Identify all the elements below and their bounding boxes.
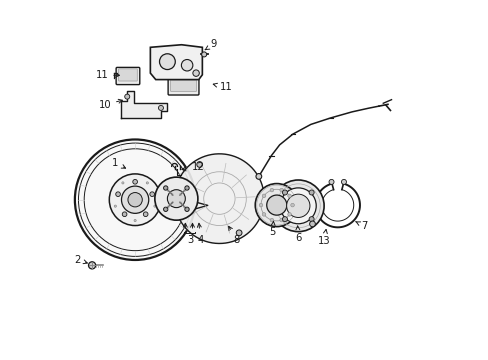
Circle shape [279, 218, 283, 222]
Circle shape [201, 52, 206, 57]
Circle shape [109, 174, 161, 226]
Circle shape [255, 174, 261, 179]
Circle shape [163, 186, 167, 190]
Circle shape [309, 221, 315, 227]
Text: 1: 1 [112, 158, 125, 168]
Circle shape [154, 205, 156, 207]
Circle shape [114, 205, 116, 207]
Circle shape [122, 212, 127, 217]
Circle shape [155, 177, 198, 220]
Circle shape [269, 218, 273, 222]
Circle shape [192, 70, 199, 76]
Polygon shape [150, 45, 202, 80]
Circle shape [262, 213, 265, 216]
Circle shape [255, 184, 298, 226]
Circle shape [282, 217, 287, 222]
Text: 3: 3 [186, 234, 193, 244]
Circle shape [308, 190, 313, 195]
Circle shape [290, 203, 294, 207]
FancyBboxPatch shape [168, 78, 199, 95]
Circle shape [146, 182, 148, 184]
Circle shape [88, 262, 96, 269]
Text: 8: 8 [228, 226, 240, 244]
Circle shape [286, 194, 309, 217]
Circle shape [149, 192, 154, 197]
Circle shape [184, 207, 189, 211]
Circle shape [269, 188, 273, 192]
Text: 12: 12 [182, 162, 204, 172]
Circle shape [259, 203, 262, 207]
Text: 11: 11 [95, 70, 119, 80]
Circle shape [341, 179, 346, 184]
Circle shape [308, 217, 313, 222]
FancyBboxPatch shape [119, 69, 137, 81]
Text: 9: 9 [205, 40, 216, 50]
Circle shape [196, 162, 202, 167]
Text: 10: 10 [98, 99, 122, 110]
Text: 11: 11 [213, 82, 232, 93]
Circle shape [128, 193, 142, 207]
Text: 2: 2 [74, 255, 87, 265]
Circle shape [279, 188, 283, 192]
Circle shape [184, 186, 189, 190]
Circle shape [75, 139, 195, 260]
Circle shape [280, 188, 316, 224]
Circle shape [133, 180, 137, 184]
Circle shape [143, 212, 148, 217]
Circle shape [287, 194, 291, 198]
Circle shape [158, 105, 163, 111]
Circle shape [236, 230, 242, 236]
Circle shape [262, 194, 265, 198]
Circle shape [328, 179, 333, 184]
Circle shape [272, 180, 324, 231]
Text: 4: 4 [197, 234, 203, 244]
Circle shape [124, 94, 129, 99]
Circle shape [167, 190, 185, 208]
Text: 5: 5 [269, 221, 275, 237]
Circle shape [163, 207, 167, 211]
Circle shape [122, 182, 124, 184]
Circle shape [121, 186, 148, 213]
Polygon shape [121, 91, 167, 118]
Circle shape [282, 190, 287, 195]
FancyBboxPatch shape [116, 67, 140, 85]
Circle shape [287, 213, 291, 216]
Circle shape [266, 195, 286, 215]
Circle shape [116, 192, 120, 197]
Polygon shape [176, 154, 264, 243]
Circle shape [159, 54, 175, 69]
Text: 6: 6 [294, 226, 301, 243]
FancyBboxPatch shape [170, 80, 196, 91]
Text: 13: 13 [317, 229, 330, 246]
Circle shape [134, 220, 136, 222]
Text: 7: 7 [355, 221, 366, 231]
Circle shape [181, 59, 192, 71]
